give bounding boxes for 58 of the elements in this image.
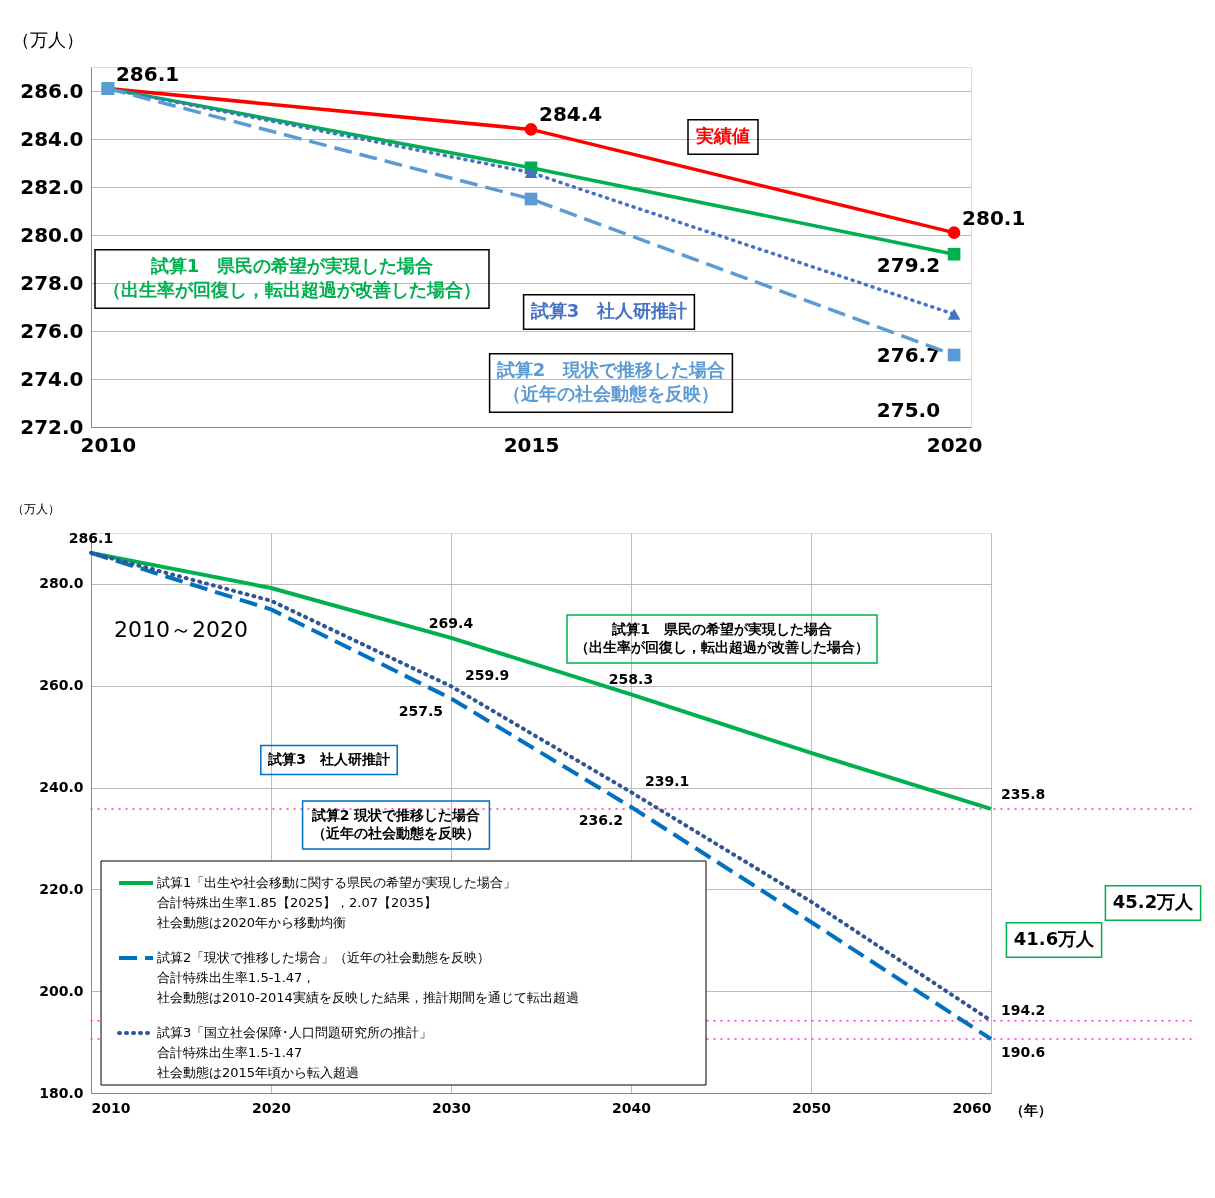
point xyxy=(947,348,961,362)
point xyxy=(947,247,961,261)
series-label: 実績値 xyxy=(695,125,750,146)
point xyxy=(947,226,961,239)
y-tick-label: 220.0 xyxy=(39,880,84,897)
y-tick-label: 282.0 xyxy=(20,174,84,199)
data-label: 276.7 xyxy=(876,343,941,368)
data-label: 258.3 xyxy=(608,671,654,688)
data-label: 236.2 xyxy=(578,811,623,828)
x-tick-label: 2015 xyxy=(503,432,560,457)
data-label: 257.5 xyxy=(398,703,443,720)
y-tick-label: 286.0 xyxy=(20,78,84,103)
y-tick-label: 274.0 xyxy=(20,366,84,391)
y-tick-label: 260.0 xyxy=(39,677,84,694)
text: 試算1 県民の希望が実現した場合（出生率が回復し，転出超過が改善した場合） xyxy=(103,254,481,301)
x-tick-label: 2040 xyxy=(612,1099,652,1116)
legend-label: 試算2「現状で推移した場合」（近年の社会動態を反映）合計特殊出生率1.5-1.47，社会動態は2010-2014実績を反映した結果，推計期間を通じて転出超過 xyxy=(157,950,579,1005)
data-label: 239.1 xyxy=(645,773,690,790)
data-label: 235.8 xyxy=(1001,785,1046,802)
text: 41.6万人 xyxy=(1013,928,1096,949)
x-tick-label: 2020 xyxy=(926,432,983,457)
data-label: 190.6 xyxy=(1001,1044,1046,1061)
y-tick-label: 240.0 xyxy=(39,779,84,796)
point xyxy=(524,192,538,206)
x-tick-label: 2050 xyxy=(792,1099,832,1116)
x-tick-label: 2010 xyxy=(91,1099,131,1116)
x-tick-label: 2020 xyxy=(252,1099,292,1116)
text: 45.2万人 xyxy=(1112,891,1195,912)
data-label: 280.1 xyxy=(962,205,1026,230)
data-label: 284.4 xyxy=(539,102,603,127)
annotation: 試算2 現状で推移した場合（近年の社会動態を反映） xyxy=(310,806,481,842)
text: 試算3 社人研推計 xyxy=(529,300,688,321)
x-tick-label: 2060 xyxy=(952,1099,992,1116)
x-axis-title: （年） xyxy=(1009,1101,1052,1118)
y-tick-label: 200.0 xyxy=(39,982,84,999)
annotation: 2010～2020 xyxy=(114,617,248,642)
y-axis-title: （万人） xyxy=(11,28,84,50)
data-label: 269.4 xyxy=(428,614,474,631)
data-label: 194.2 xyxy=(1001,1001,1046,1018)
y-tick-label: 280.0 xyxy=(20,222,84,247)
legend-label: 試算1「出生や社会移動に関する県民の希望が実現した場合」合計特殊出生率1.85【2025】，2.07【2035】社会動態は2020年から移動均衡 xyxy=(157,875,517,930)
y-tick-label: 180.0 xyxy=(39,1084,84,1101)
text: 試算2 現状で推移した場合（近年の社会動態を反映） xyxy=(495,358,726,405)
data-label: 286.1 xyxy=(115,61,180,86)
point xyxy=(524,123,538,136)
data-label: 275.0 xyxy=(876,398,941,422)
data-label: 286.1 xyxy=(68,529,114,546)
x-tick-label: 2030 xyxy=(432,1099,472,1116)
y-tick-label: 284.0 xyxy=(20,126,84,151)
annotation: 試算3 社人研推計 xyxy=(267,751,390,767)
y-tick-label: 278.0 xyxy=(20,270,84,295)
legend-label: 試算3「国立社会保障･人口問題研究所の推計」合計特殊出生率1.5-1.47社会動態は2015年頃から転入超過 xyxy=(157,1025,433,1080)
y-axis-title: （万人） xyxy=(11,501,60,516)
annotation: 試算1 県民の希望が実現した場合（出生率が回復し，転出超過が改善した場合） xyxy=(575,620,869,656)
y-tick-label: 276.0 xyxy=(20,318,84,343)
data-label: 279.2 xyxy=(876,253,941,278)
y-tick-label: 280.0 xyxy=(39,575,84,592)
data-label: 259.9 xyxy=(465,667,510,684)
